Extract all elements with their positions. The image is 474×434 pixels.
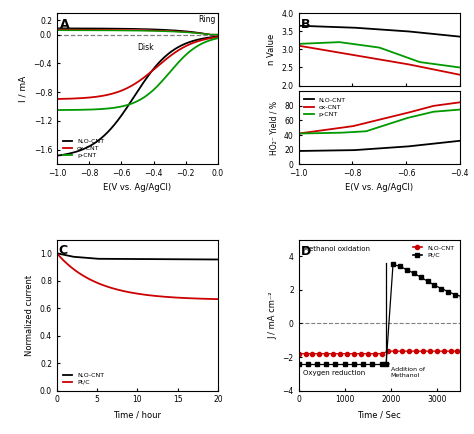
Legend: N,O-CNT, Pt/C: N,O-CNT, Pt/C: [60, 370, 107, 388]
Legend: N,O-CNT, ox-CNT, p-CNT: N,O-CNT, ox-CNT, p-CNT: [60, 136, 107, 161]
X-axis label: E(V vs. Ag/AgCl): E(V vs. Ag/AgCl): [103, 184, 172, 192]
Text: Disk: Disk: [137, 43, 154, 53]
Text: Ring: Ring: [199, 15, 216, 24]
Y-axis label: I / mA: I / mA: [19, 76, 28, 102]
X-axis label: E(V vs. Ag/AgCl): E(V vs. Ag/AgCl): [345, 184, 413, 192]
Y-axis label: J / mA cm⁻²: J / mA cm⁻²: [268, 291, 277, 339]
X-axis label: Time / Sec: Time / Sec: [357, 410, 401, 419]
Text: C: C: [58, 243, 68, 256]
Y-axis label: HO₂⁻ Yield / %: HO₂⁻ Yield / %: [269, 101, 278, 155]
Legend: N,O-CNT, ox-CNT, p-CNT: N,O-CNT, ox-CNT, p-CNT: [302, 95, 348, 119]
Text: D: D: [301, 245, 311, 258]
Text: Oxygen reduction: Oxygen reduction: [303, 371, 365, 377]
Legend: N,O-CNT, Pt/C: N,O-CNT, Pt/C: [410, 243, 456, 260]
Y-axis label: Normalized current: Normalized current: [25, 275, 34, 355]
Text: Methanol oxidation: Methanol oxidation: [303, 247, 370, 252]
Text: Addition of
Methanol: Addition of Methanol: [387, 364, 425, 378]
Text: B: B: [301, 18, 311, 31]
Y-axis label: n Value: n Value: [267, 34, 276, 65]
X-axis label: Time / hour: Time / hour: [113, 410, 162, 419]
Text: A: A: [60, 18, 70, 31]
